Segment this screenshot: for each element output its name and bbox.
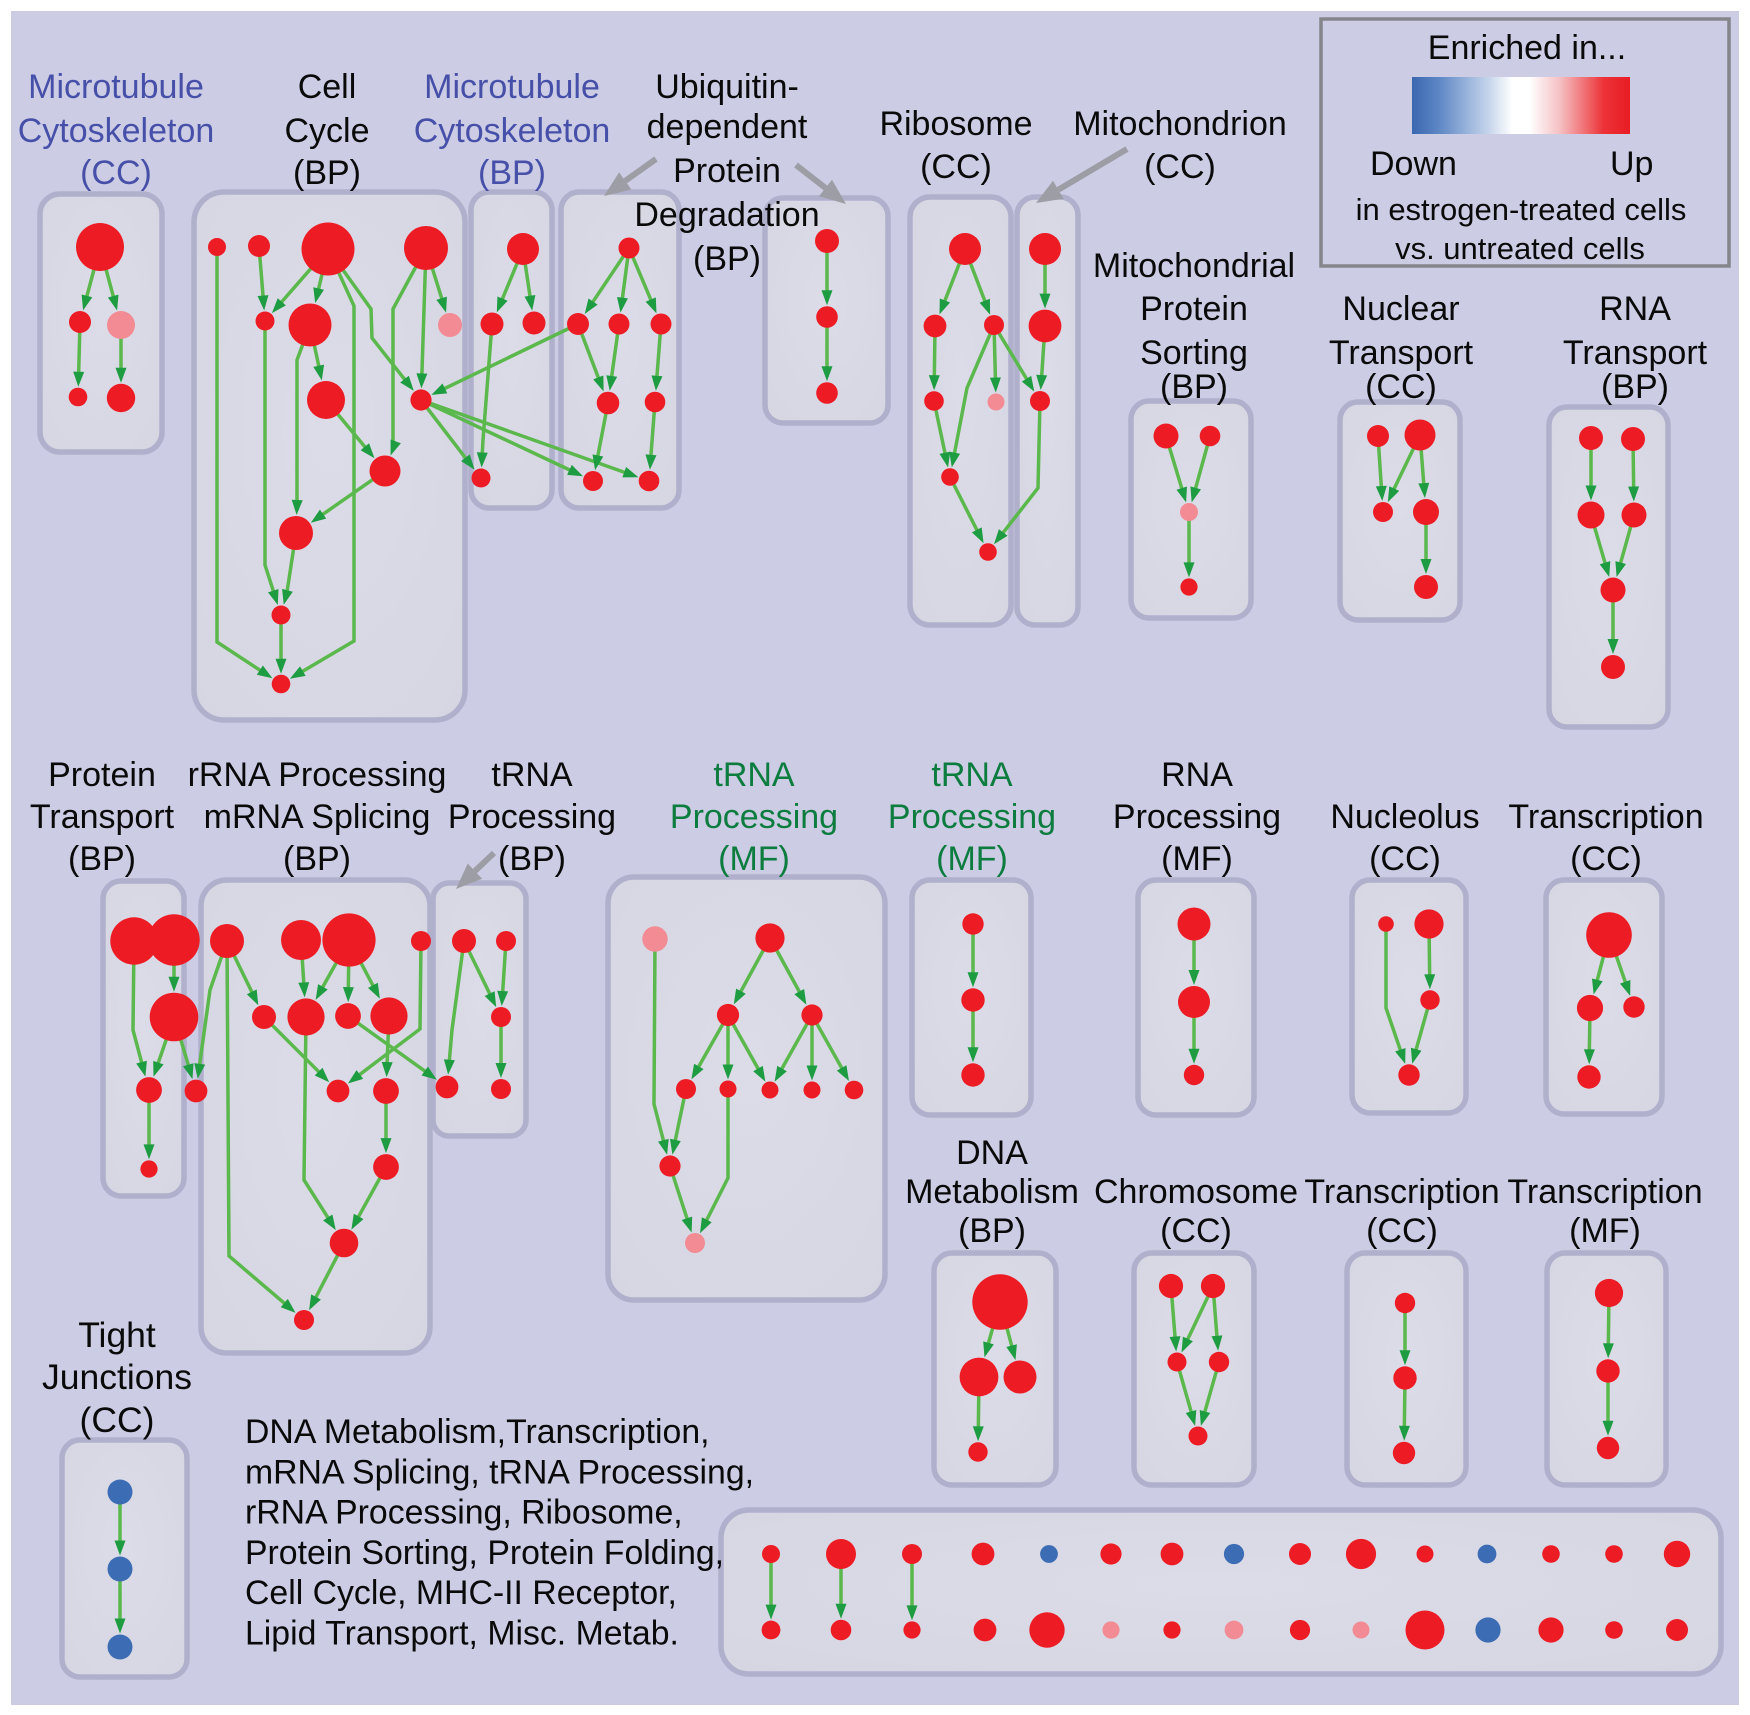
svg-text:RNA: RNA bbox=[1599, 290, 1671, 328]
svg-text:Protein: Protein bbox=[673, 152, 781, 190]
svg-text:(MF): (MF) bbox=[1161, 840, 1233, 878]
svg-text:in estrogen-treated cells: in estrogen-treated cells bbox=[1356, 192, 1687, 227]
svg-text:Transcription: Transcription bbox=[1508, 798, 1703, 836]
svg-text:Lipid Transport, Misc. Metab.: Lipid Transport, Misc. Metab. bbox=[245, 1615, 679, 1653]
svg-text:(CC): (CC) bbox=[1365, 368, 1437, 406]
svg-text:Junctions: Junctions bbox=[42, 1357, 192, 1397]
svg-text:Up: Up bbox=[1610, 145, 1653, 183]
svg-text:rRNA Processing, Ribosome,: rRNA Processing, Ribosome, bbox=[245, 1494, 683, 1532]
svg-text:(CC): (CC) bbox=[920, 148, 992, 186]
svg-text:Processing: Processing bbox=[888, 798, 1056, 836]
svg-text:rRNA Processing: rRNA Processing bbox=[188, 756, 447, 794]
svg-text:(CC): (CC) bbox=[1570, 840, 1642, 878]
svg-text:Processing: Processing bbox=[1113, 798, 1281, 836]
svg-text:(MF): (MF) bbox=[718, 840, 790, 878]
svg-text:mRNA Splicing: mRNA Splicing bbox=[204, 798, 431, 836]
svg-text:(BP): (BP) bbox=[498, 840, 566, 878]
svg-text:(BP): (BP) bbox=[1160, 368, 1228, 406]
svg-text:Cytoskeleton: Cytoskeleton bbox=[414, 112, 611, 150]
svg-text:(CC): (CC) bbox=[80, 1400, 155, 1440]
svg-text:Transcription: Transcription bbox=[1304, 1173, 1499, 1211]
svg-text:tRNA: tRNA bbox=[713, 756, 795, 794]
svg-text:(MF): (MF) bbox=[1569, 1212, 1641, 1250]
svg-text:(BP): (BP) bbox=[283, 840, 351, 878]
svg-text:Mitochondrion: Mitochondrion bbox=[1073, 105, 1287, 143]
svg-text:(CC): (CC) bbox=[1369, 840, 1441, 878]
svg-text:(BP): (BP) bbox=[478, 154, 546, 192]
svg-text:Transport: Transport bbox=[1563, 334, 1708, 372]
svg-text:(CC): (CC) bbox=[1144, 148, 1216, 186]
svg-text:Cycle: Cycle bbox=[284, 112, 369, 150]
svg-text:DNA Metabolism,Transcription,: DNA Metabolism,Transcription, bbox=[245, 1413, 710, 1451]
svg-text:Metabolism: Metabolism bbox=[905, 1173, 1079, 1211]
svg-text:Cytoskeleton: Cytoskeleton bbox=[18, 112, 215, 150]
svg-text:Protein Sorting, Protein Foldi: Protein Sorting, Protein Folding, bbox=[245, 1534, 724, 1572]
svg-text:Transport: Transport bbox=[1329, 334, 1474, 372]
svg-text:Transcription: Transcription bbox=[1507, 1173, 1702, 1211]
svg-text:Protein: Protein bbox=[1140, 290, 1248, 328]
svg-text:(CC): (CC) bbox=[1160, 1212, 1232, 1250]
svg-text:Chromosome: Chromosome bbox=[1094, 1173, 1298, 1211]
svg-text:Cell Cycle, MHC-II Receptor,: Cell Cycle, MHC-II Receptor, bbox=[245, 1574, 677, 1612]
svg-text:dependent: dependent bbox=[647, 108, 808, 146]
svg-text:(BP): (BP) bbox=[68, 840, 136, 878]
svg-text:vs. untreated cells: vs. untreated cells bbox=[1395, 231, 1645, 266]
svg-text:Cell: Cell bbox=[298, 68, 357, 106]
svg-text:(CC): (CC) bbox=[1366, 1212, 1438, 1250]
svg-text:tRNA: tRNA bbox=[491, 756, 573, 794]
svg-text:Tight: Tight bbox=[78, 1315, 156, 1355]
svg-text:Mitochondrial: Mitochondrial bbox=[1093, 247, 1295, 285]
svg-text:Microtubule: Microtubule bbox=[28, 68, 204, 106]
svg-text:Protein: Protein bbox=[48, 756, 156, 794]
svg-text:Processing: Processing bbox=[670, 798, 838, 836]
svg-text:Degradation: Degradation bbox=[634, 196, 819, 234]
svg-text:(BP): (BP) bbox=[293, 154, 361, 192]
svg-text:RNA: RNA bbox=[1161, 756, 1233, 794]
svg-text:Nucleolus: Nucleolus bbox=[1330, 798, 1479, 836]
svg-text:(BP): (BP) bbox=[958, 1212, 1026, 1250]
svg-text:mRNA Splicing, tRNA Processing: mRNA Splicing, tRNA Processing, bbox=[245, 1453, 754, 1491]
svg-text:(CC): (CC) bbox=[80, 154, 152, 192]
svg-text:Down: Down bbox=[1370, 145, 1457, 183]
svg-text:(BP): (BP) bbox=[1601, 368, 1669, 406]
svg-text:Enriched in...: Enriched in... bbox=[1428, 29, 1626, 67]
svg-text:Microtubule: Microtubule bbox=[424, 68, 600, 106]
svg-text:Sorting: Sorting bbox=[1140, 334, 1248, 372]
svg-text:DNA: DNA bbox=[956, 1134, 1028, 1172]
svg-text:Ubiquitin-: Ubiquitin- bbox=[655, 68, 799, 106]
svg-text:(BP): (BP) bbox=[693, 240, 761, 278]
svg-text:tRNA: tRNA bbox=[931, 756, 1013, 794]
svg-text:(MF): (MF) bbox=[936, 840, 1008, 878]
svg-text:Ribosome: Ribosome bbox=[879, 105, 1032, 143]
svg-text:Processing: Processing bbox=[448, 798, 616, 836]
svg-text:Nuclear: Nuclear bbox=[1342, 290, 1459, 328]
svg-text:Transport: Transport bbox=[30, 798, 175, 836]
